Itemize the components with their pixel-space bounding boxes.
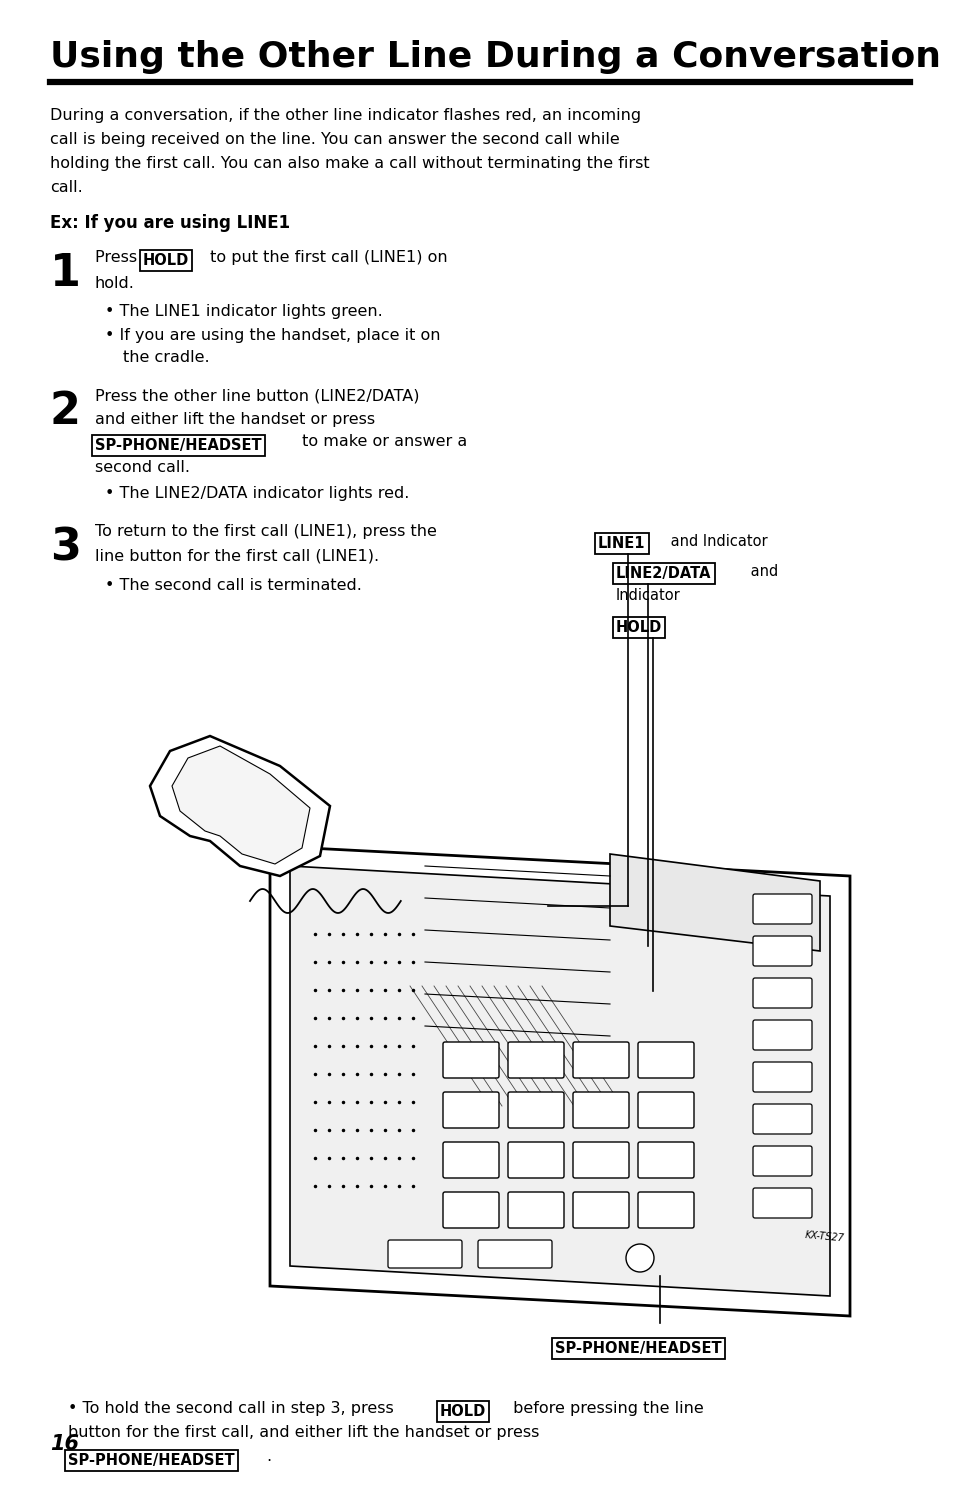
Text: holding the first call. You can also make a call without terminating the first: holding the first call. You can also mak… (50, 156, 649, 171)
Text: to make or answer a: to make or answer a (296, 434, 467, 449)
Polygon shape (172, 747, 310, 865)
Text: • If you are using the handset, place it on: • If you are using the handset, place it… (105, 328, 440, 343)
Text: To return to the first call (LINE1), press the: To return to the first call (LINE1), pre… (95, 524, 436, 539)
Text: HOLD: HOLD (616, 619, 661, 634)
FancyBboxPatch shape (638, 1043, 693, 1079)
FancyBboxPatch shape (752, 1188, 811, 1218)
FancyBboxPatch shape (442, 1192, 498, 1228)
Text: to put the first call (LINE1) on: to put the first call (LINE1) on (205, 250, 447, 265)
Text: call.: call. (50, 180, 83, 194)
Polygon shape (150, 736, 330, 877)
FancyBboxPatch shape (442, 1043, 498, 1079)
Text: HOLD: HOLD (439, 1405, 486, 1420)
Text: • The LINE1 indicator lights green.: • The LINE1 indicator lights green. (105, 304, 382, 319)
FancyBboxPatch shape (638, 1192, 693, 1228)
Text: LINE2/DATA: LINE2/DATA (616, 565, 711, 580)
Text: 3: 3 (50, 527, 81, 568)
Text: LINE1: LINE1 (598, 536, 645, 551)
Text: KX-TS27: KX-TS27 (804, 1230, 844, 1243)
FancyBboxPatch shape (752, 1020, 811, 1050)
FancyBboxPatch shape (507, 1141, 563, 1177)
Text: line button for the first call (LINE1).: line button for the first call (LINE1). (95, 548, 378, 562)
Text: • To hold the second call in step 3, press: • To hold the second call in step 3, pre… (68, 1400, 398, 1417)
Text: and: and (745, 564, 778, 579)
FancyBboxPatch shape (442, 1141, 498, 1177)
Text: 2: 2 (50, 390, 81, 432)
FancyBboxPatch shape (573, 1043, 628, 1079)
Text: and Indicator: and Indicator (665, 534, 767, 549)
Text: and either lift the handset or press: and either lift the handset or press (95, 411, 375, 426)
FancyBboxPatch shape (573, 1192, 628, 1228)
FancyBboxPatch shape (752, 978, 811, 1008)
FancyBboxPatch shape (752, 1146, 811, 1176)
FancyBboxPatch shape (752, 895, 811, 925)
Circle shape (625, 1245, 654, 1272)
Polygon shape (609, 854, 820, 951)
Text: Indicator: Indicator (616, 588, 680, 603)
Text: .: . (266, 1450, 271, 1465)
FancyBboxPatch shape (442, 1092, 498, 1128)
Text: SP-PHONE/HEADSET: SP-PHONE/HEADSET (555, 1340, 720, 1355)
FancyBboxPatch shape (638, 1092, 693, 1128)
Text: hold.: hold. (95, 275, 134, 292)
Text: • The LINE2/DATA indicator lights red.: • The LINE2/DATA indicator lights red. (105, 486, 409, 501)
Text: 16: 16 (50, 1435, 79, 1454)
Polygon shape (290, 866, 829, 1296)
Text: 1: 1 (50, 251, 81, 295)
Text: before pressing the line: before pressing the line (507, 1400, 703, 1417)
FancyBboxPatch shape (752, 1062, 811, 1092)
Polygon shape (270, 847, 849, 1316)
FancyBboxPatch shape (752, 1104, 811, 1134)
Text: Using the Other Line During a Conversation: Using the Other Line During a Conversati… (50, 40, 940, 73)
FancyBboxPatch shape (477, 1240, 552, 1269)
FancyBboxPatch shape (388, 1240, 461, 1269)
Text: the cradle.: the cradle. (123, 350, 210, 365)
Text: HOLD: HOLD (143, 253, 189, 268)
FancyBboxPatch shape (507, 1043, 563, 1079)
FancyBboxPatch shape (573, 1141, 628, 1177)
FancyBboxPatch shape (507, 1092, 563, 1128)
Text: button for the first call, and either lift the handset or press: button for the first call, and either li… (68, 1426, 538, 1441)
Text: call is being received on the line. You can answer the second call while: call is being received on the line. You … (50, 132, 619, 147)
Text: During a conversation, if the other line indicator flashes red, an incoming: During a conversation, if the other line… (50, 108, 640, 123)
Text: Press the other line button (LINE2/DATA): Press the other line button (LINE2/DATA) (95, 387, 419, 402)
Text: SP-PHONE/HEADSET: SP-PHONE/HEADSET (68, 1453, 234, 1468)
Text: • The second call is terminated.: • The second call is terminated. (105, 577, 361, 592)
FancyBboxPatch shape (507, 1192, 563, 1228)
FancyBboxPatch shape (752, 936, 811, 966)
Text: SP-PHONE/HEADSET: SP-PHONE/HEADSET (95, 438, 261, 453)
Text: Ex: If you are using LINE1: Ex: If you are using LINE1 (50, 214, 290, 232)
Text: second call.: second call. (95, 459, 190, 476)
FancyBboxPatch shape (573, 1092, 628, 1128)
Text: Press: Press (95, 250, 142, 265)
FancyBboxPatch shape (638, 1141, 693, 1177)
